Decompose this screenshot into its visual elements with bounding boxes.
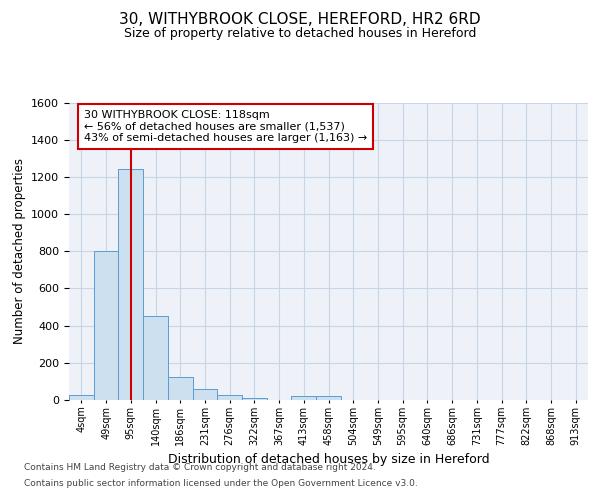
- Bar: [69, 396, 94, 400]
- Bar: [193, 389, 217, 400]
- Text: Contains public sector information licensed under the Open Government Licence v3: Contains public sector information licen…: [24, 478, 418, 488]
- Y-axis label: Number of detached properties: Number of detached properties: [13, 158, 26, 344]
- X-axis label: Distribution of detached houses by size in Hereford: Distribution of detached houses by size …: [167, 454, 490, 466]
- Bar: [143, 316, 168, 400]
- Bar: [316, 396, 341, 400]
- Bar: [217, 396, 242, 400]
- Bar: [94, 252, 118, 400]
- Text: 30, WITHYBROOK CLOSE, HEREFORD, HR2 6RD: 30, WITHYBROOK CLOSE, HEREFORD, HR2 6RD: [119, 12, 481, 28]
- Bar: [168, 377, 193, 400]
- Text: Contains HM Land Registry data © Crown copyright and database right 2024.: Contains HM Land Registry data © Crown c…: [24, 464, 376, 472]
- Bar: [292, 396, 316, 400]
- Text: 30 WITHYBROOK CLOSE: 118sqm
← 56% of detached houses are smaller (1,537)
43% of : 30 WITHYBROOK CLOSE: 118sqm ← 56% of det…: [84, 110, 367, 143]
- Text: Size of property relative to detached houses in Hereford: Size of property relative to detached ho…: [124, 28, 476, 40]
- Bar: [118, 170, 143, 400]
- Bar: [242, 398, 267, 400]
